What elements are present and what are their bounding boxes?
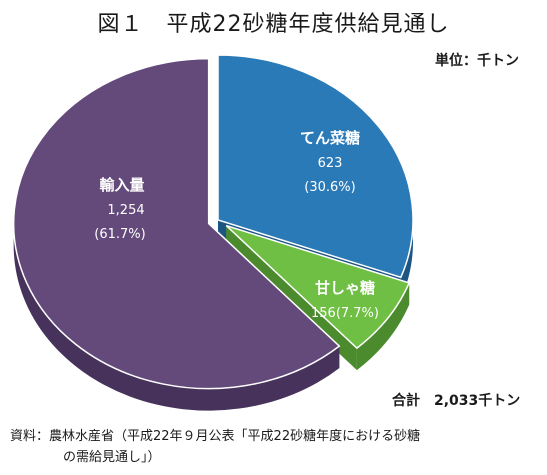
unit-label: 単位：千トン [435,53,519,69]
slice-import-percent: (61.7%) [94,227,145,242]
slice-tennsai-side [400,220,413,300]
source-note: 資料：農林水産省（平成22年９月公表「平成22砂糖年度における砂糖 の需給見通し… [10,426,540,468]
slice-import-label: 輸入量 [99,176,144,194]
slice-import-value: 1,254 [107,203,144,218]
slice-kansha-value: 156(7.7%) [311,306,379,321]
slice-kansha-side [356,282,410,371]
slice-tennsai [217,54,414,279]
source-line-2: の需給見通し」） [63,450,161,465]
slice-import [12,57,341,390]
slice-tennsai-value: 623 [318,156,343,171]
slice-tennsai-label: てん菜糖 [300,129,360,147]
slice-import-side [13,223,340,411]
slice-kansha-label: 甘しゃ糖 [315,279,375,297]
slice-kansha [225,224,411,350]
slice-tennsai-percent: (30.6%) [304,180,355,195]
total-label: 合計 2,033千トン [392,393,521,409]
source-line-1: 資料：農林水産省（平成22年９月公表「平成22砂糖年度における砂糖 [10,429,421,444]
chart-title: 図１ 平成22砂糖年度供給見通し [97,12,450,37]
